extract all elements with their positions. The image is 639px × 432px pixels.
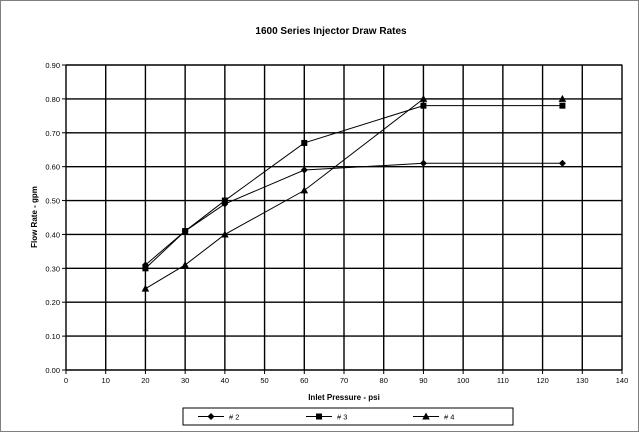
legend-label: # 4: [444, 413, 454, 422]
legend-label: # 3: [337, 413, 347, 422]
x-axis-label: Inlet Pressure - psi: [308, 393, 380, 402]
x-tick-label: 70: [340, 376, 348, 385]
square-marker: [142, 265, 149, 272]
y-tick-label: 0.50: [45, 197, 60, 206]
x-tick-label: 10: [102, 376, 110, 385]
triangle-marker: [141, 284, 150, 292]
series-layer: [141, 94, 567, 292]
series-3: [141, 94, 567, 292]
square-marker: [420, 102, 427, 109]
y-tick-label: 0.80: [45, 95, 60, 104]
diamond-marker: [558, 159, 566, 167]
y-tick-label: 0.10: [45, 332, 60, 341]
x-tick-label: 130: [576, 376, 589, 385]
diamond-marker: [207, 413, 215, 420]
y-tick-label: 0.40: [45, 230, 60, 239]
square-marker: [221, 197, 228, 204]
y-tick-label: 0.00: [45, 366, 60, 375]
chart-title: 1600 Series Injector Draw Rates: [255, 26, 407, 37]
legend-box: [182, 407, 514, 426]
legend-item-2: # 3: [306, 413, 347, 422]
triangle-marker: [422, 412, 430, 420]
x-tick-label: 40: [221, 376, 229, 385]
square-marker: [301, 139, 308, 146]
x-tick-label: 60: [300, 376, 308, 385]
square-marker: [182, 228, 189, 235]
legend-label: # 2: [229, 413, 239, 422]
y-tick-label: 0.90: [45, 61, 60, 70]
legend-item-3: # 4: [413, 412, 454, 422]
x-tick-label: 90: [419, 376, 427, 385]
series-2: [142, 102, 566, 272]
series-line: [145, 98, 563, 290]
y-tick-label: 0.70: [45, 129, 60, 138]
diamond-marker: [300, 166, 308, 174]
y-tick-label: 0.30: [45, 264, 60, 273]
square-marker: [316, 413, 322, 420]
x-tick-labels: 0 10 20 30 40 50 60 70 80 90 100 110 120 130 140: [64, 376, 628, 385]
legend-item-1: # 2: [198, 413, 239, 422]
x-tick-label: 50: [260, 376, 268, 385]
y-tick-labels: 0.00 0.10 0.20 0.30 0.40 0.50 0.60 0.70 0.80 0.90: [45, 61, 60, 375]
triangle-marker: [300, 186, 309, 194]
triangle-marker: [419, 94, 428, 102]
triangle-marker: [558, 94, 567, 102]
triangle-marker: [221, 230, 229, 238]
series-line: [145, 105, 563, 269]
x-tick-label: 120: [536, 376, 549, 385]
x-tick-label: 20: [141, 376, 149, 385]
x-tick-label: 80: [380, 376, 388, 385]
x-tick-label: 140: [616, 376, 629, 385]
x-tick-label: 30: [181, 376, 189, 385]
grid-layer: [62, 64, 623, 374]
y-tick-label: 0.60: [45, 163, 60, 172]
x-tick-label: 110: [497, 376, 509, 385]
y-axis-label: Flow Rate - gpm: [30, 186, 39, 248]
x-tick-label: 100: [457, 376, 470, 385]
legend: # 2 # 3 # 4: [182, 407, 514, 426]
diamond-marker: [419, 159, 427, 167]
y-tick-label: 0.20: [45, 298, 60, 307]
square-marker: [559, 102, 566, 109]
x-tick-label: 0: [64, 376, 68, 385]
triangle-marker: [181, 260, 189, 268]
